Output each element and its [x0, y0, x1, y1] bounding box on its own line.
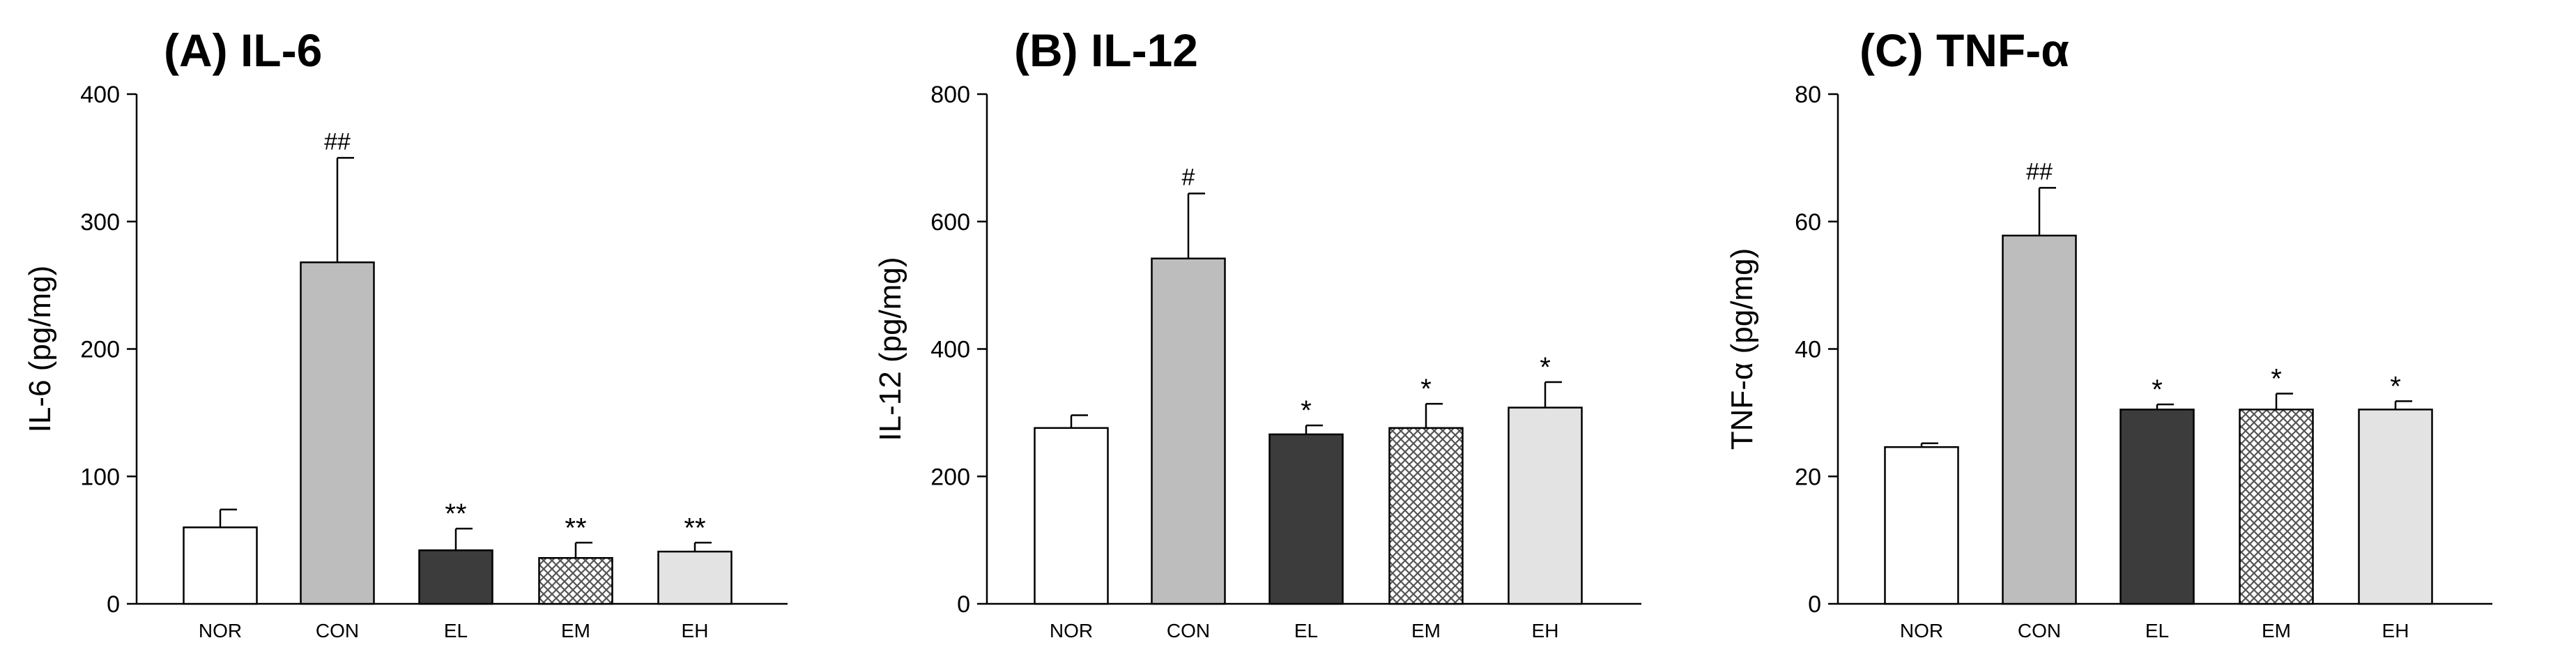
x-tick-label: CON	[2018, 620, 2061, 641]
y-tick-label: 40	[1795, 337, 1821, 363]
x-tick-label: EM	[1411, 620, 1441, 641]
panel-title: (C) TNF-α	[1860, 24, 2069, 76]
significance-label: *	[1301, 395, 1312, 426]
x-tick-label: NOR	[199, 620, 242, 641]
bar-con	[2002, 234, 2077, 605]
significance-label: **	[684, 512, 705, 543]
bar-con	[300, 261, 375, 605]
bar-eh	[2358, 409, 2433, 605]
bar-nor	[183, 526, 258, 605]
y-axis-label: IL-12 (pg/mg)	[873, 257, 907, 441]
bar-nor	[1884, 446, 1959, 605]
x-tick-label: EM	[2262, 620, 2291, 641]
y-tick-label: 300	[80, 209, 120, 236]
y-tick-label: 20	[1795, 464, 1821, 490]
chart-panel-1: (A) IL-6 IL-6 (pg/mg) 0 100 200 300 400 NOR CON #…	[23, 24, 788, 641]
significance-label: ##	[2026, 158, 2053, 185]
x-tick-label: EM	[561, 620, 590, 641]
bar-nor	[1034, 427, 1109, 605]
x-tick-label: EH	[682, 620, 709, 641]
significance-label: **	[445, 499, 466, 529]
x-tick-label: CON	[316, 620, 359, 641]
bar-em	[1388, 427, 1464, 605]
y-tick-label: 400	[930, 337, 970, 363]
significance-label: *	[2390, 371, 2401, 402]
bar-el	[2119, 409, 2195, 605]
y-tick-label: 60	[1795, 209, 1821, 236]
bar-em	[2239, 409, 2314, 605]
panel-title: (A) IL-6	[164, 24, 322, 76]
bar-em	[538, 556, 613, 605]
significance-label: *	[2152, 374, 2163, 405]
y-tick-label: 200	[930, 464, 970, 490]
significance-label: *	[1540, 352, 1551, 383]
chart-panel-3: (C) TNF-α TNF-α (pg/mg) 0 20 40 60 80 NOR CON ## E…	[1725, 24, 2492, 641]
y-axis-label: TNF-α (pg/mg)	[1725, 248, 1759, 450]
chart-panel-2: (B) IL-12 IL-12 (pg/mg) 0 200 400 600 800 NOR CO…	[873, 24, 1641, 641]
x-tick-label: EH	[2382, 620, 2409, 641]
significance-label: *	[1420, 374, 1432, 404]
bar-el	[418, 549, 493, 605]
x-tick-label: NOR	[1900, 620, 1943, 641]
x-tick-label: NOR	[1050, 620, 1093, 641]
significance-label: *	[2271, 363, 2282, 394]
significance-label: ##	[324, 128, 351, 155]
y-axis-label: IL-6 (pg/mg)	[23, 266, 57, 433]
bar-el	[1268, 433, 1344, 605]
y-tick-label: 600	[930, 209, 970, 236]
x-tick-label: EH	[1532, 620, 1559, 641]
significance-label: **	[565, 512, 586, 543]
y-tick-label: 0	[107, 591, 120, 618]
y-tick-label: 800	[930, 82, 970, 108]
y-tick-label: 0	[957, 591, 970, 618]
y-tick-label: 200	[80, 337, 120, 363]
y-tick-label: 80	[1795, 82, 1821, 108]
y-tick-label: 0	[1808, 591, 1821, 618]
y-tick-label: 400	[80, 82, 120, 108]
panel-title: (B) IL-12	[1014, 24, 1198, 76]
x-tick-label: EL	[2145, 620, 2169, 641]
x-tick-label: EL	[444, 620, 468, 641]
bar-con	[1151, 257, 1226, 605]
significance-label: #	[1182, 165, 1195, 191]
y-tick-label: 100	[80, 464, 120, 490]
bar-eh	[657, 550, 733, 605]
x-tick-label: CON	[1167, 620, 1210, 641]
bar-eh	[1508, 407, 1583, 605]
x-tick-label: EL	[1294, 620, 1318, 641]
